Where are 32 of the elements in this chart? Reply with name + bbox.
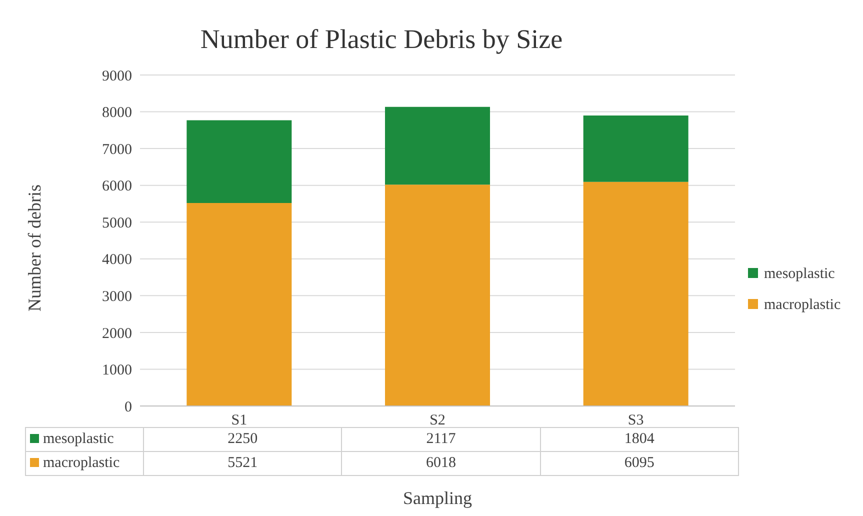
x-tick-label: S3 [628, 412, 644, 429]
y-tick-label: 1000 [102, 362, 132, 379]
y-tick-label: 6000 [102, 178, 132, 195]
y-tick-label: 8000 [102, 105, 132, 122]
y-tick-label: 7000 [102, 142, 132, 158]
y-tick-label: 3000 [102, 288, 132, 305]
y-tick-label: 2000 [102, 326, 132, 342]
data-label: 6095 [540, 452, 738, 476]
y-axis-title: Number of debris [24, 184, 46, 312]
bar [186, 120, 292, 203]
data-label: 2117 [342, 428, 540, 452]
bar [583, 115, 688, 182]
bar [385, 184, 490, 406]
legend-label: macroplastic [763, 297, 841, 314]
data-label: 2250 [144, 428, 342, 452]
x-tick-label: S1 [231, 412, 248, 429]
data-label: 6018 [342, 452, 540, 476]
data-label: 5521 [144, 452, 342, 476]
x-axis-title: Sampling [402, 488, 473, 509]
legend-label: mesoplastic [763, 266, 836, 283]
y-tick-label: 4000 [102, 252, 132, 268]
y-tick-label: 0 [124, 399, 132, 416]
text: macroplastic [43, 455, 120, 471]
bar [385, 106, 490, 185]
data-label: 1804 [540, 428, 738, 452]
y-tick-label: 9000 [102, 68, 132, 84]
bar [583, 182, 688, 406]
y-tick-label: 5000 [102, 215, 132, 232]
chart-title: Number of Plastic Debris by Size [199, 24, 564, 55]
bar [186, 202, 292, 406]
text: mesoplastic [43, 431, 114, 447]
x-tick-label: S2 [430, 412, 446, 429]
